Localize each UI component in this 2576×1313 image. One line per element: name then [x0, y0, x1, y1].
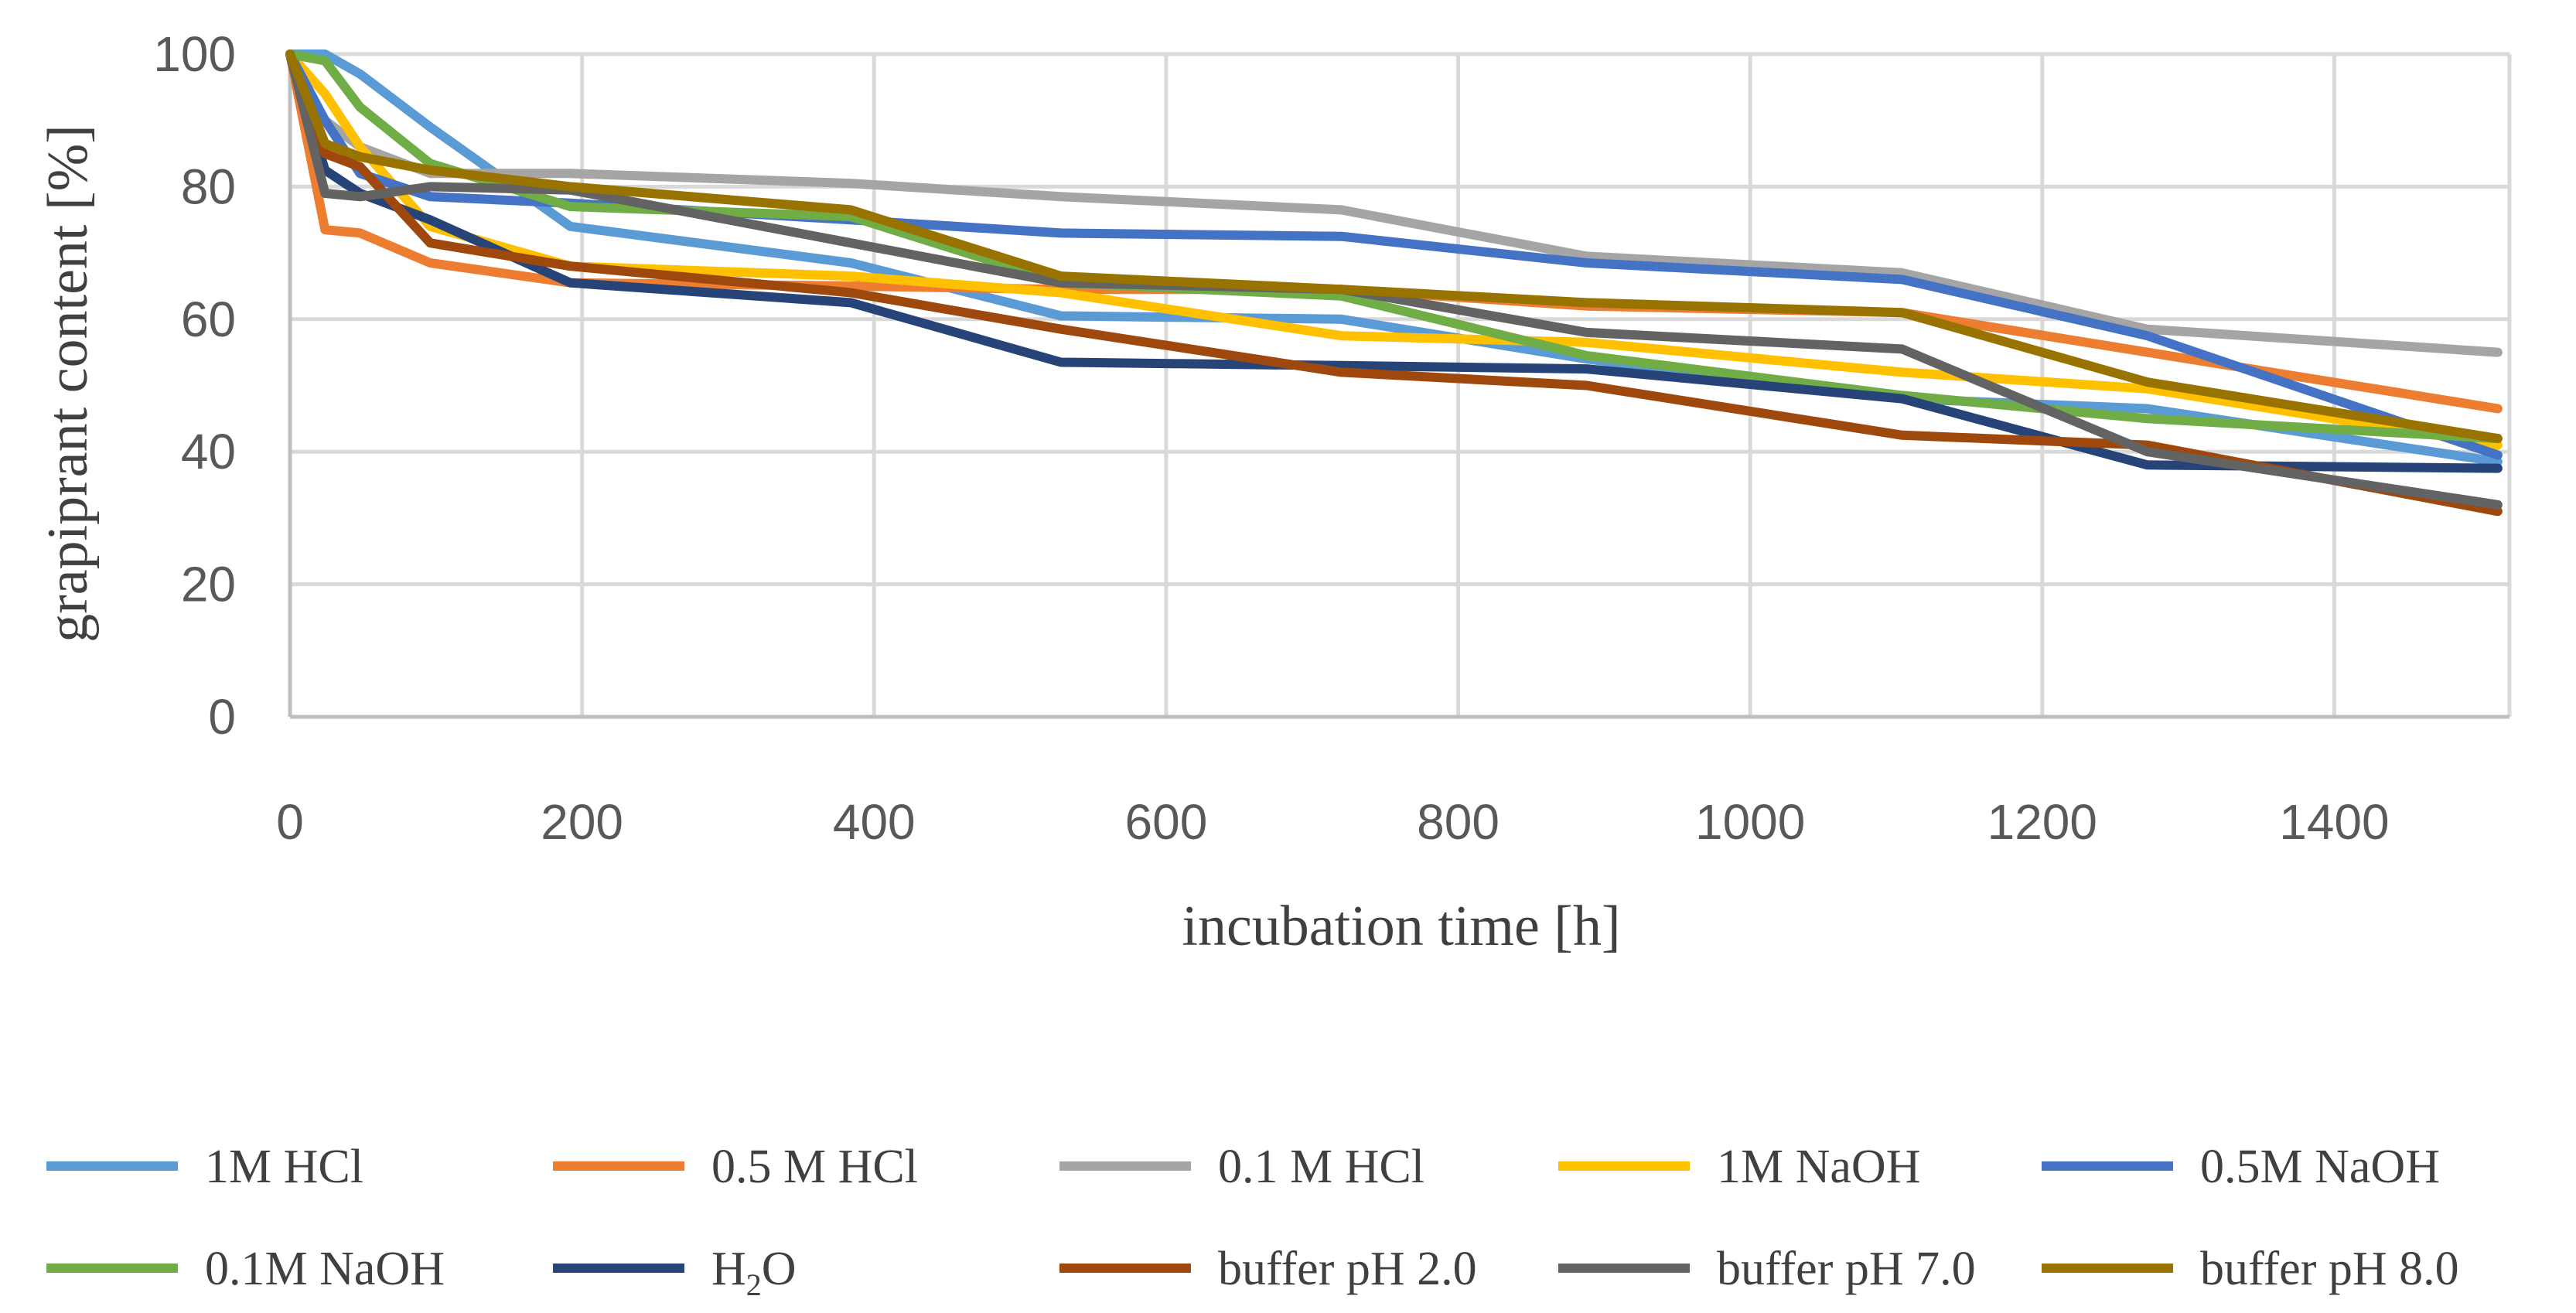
legend-item-1m-naoh: 1M NaOH — [1558, 1141, 1920, 1193]
legend-label: buffer pH 7.0 — [1717, 1243, 1976, 1295]
legend-label: 0.5 M HCl — [711, 1141, 918, 1193]
legend: 1M HCl 0.5 M HCl 0.1 M HCl 1M NaOH 0.5M NaOH… — [46, 1141, 2459, 1302]
legend-item-buffer-ph-7-0: buffer pH 7.0 — [1558, 1243, 1976, 1295]
gridlines — [290, 52, 2512, 717]
legend-item-0-1m-naoh: 0.1M NaOH — [46, 1243, 445, 1295]
x-tick-label: 200 — [541, 794, 623, 850]
legend-item-0-5m-naoh: 0.5M NaOH — [2042, 1141, 2440, 1193]
legend-label-main: 1M NaOH — [1717, 1141, 1920, 1193]
series-lines — [285, 49, 2503, 517]
y-tick-label: 100 — [153, 26, 236, 82]
series-line-buffer-ph-2-0 — [285, 49, 2503, 517]
y-tick-label: 20 — [181, 557, 236, 612]
x-tick-label: 0 — [276, 794, 304, 850]
x-tick-label: 1200 — [1987, 794, 2097, 850]
legend-label-main: buffer pH 7.0 — [1717, 1243, 1976, 1295]
x-tick-label: 1400 — [2279, 794, 2389, 850]
legend-label-main: 0.1 M HCl — [1218, 1141, 1424, 1193]
x-tick-label: 600 — [1125, 794, 1208, 850]
y-axis-title: grapiprant content [%] — [36, 124, 100, 643]
series-line-1m-naoh — [285, 49, 2503, 450]
legend-label-main: 0.5 M HCl — [711, 1141, 918, 1193]
legend-label: 1M NaOH — [1717, 1141, 1920, 1193]
legend-label: 0.1M NaOH — [205, 1243, 445, 1295]
legend-label-main: H — [711, 1243, 746, 1295]
legend-item-h2o: H2O — [553, 1243, 797, 1302]
legend-item-1m-hcl: 1M HCl — [46, 1141, 363, 1193]
legend-label-main: 0.5M NaOH — [2200, 1141, 2440, 1193]
x-tick-label: 800 — [1417, 794, 1500, 850]
legend-label: H2O — [711, 1243, 797, 1302]
series-line-h2o — [285, 49, 2503, 473]
legend-label: buffer pH 2.0 — [1218, 1243, 1477, 1295]
y-tick-label: 40 — [181, 424, 236, 479]
axes — [288, 54, 2509, 719]
legend-label-main: buffer pH 2.0 — [1218, 1243, 1477, 1295]
x-tick-label: 400 — [833, 794, 916, 850]
x-axis-title: incubation time [h] — [1182, 895, 1620, 958]
series-line-0-1m-naoh — [285, 49, 2503, 444]
legend-label-main: 1M HCl — [205, 1141, 363, 1193]
legend-label: 1M HCl — [205, 1141, 363, 1193]
legend-item-buffer-ph-8-0: buffer pH 8.0 — [2042, 1243, 2459, 1295]
legend-label-subscript: 2 — [746, 1267, 762, 1302]
legend-label: 0.5M NaOH — [2200, 1141, 2440, 1193]
series-line-buffer-ph-7-0 — [285, 49, 2503, 510]
y-tick-label: 60 — [181, 292, 236, 347]
x-tick-label: 1000 — [1695, 794, 1805, 850]
legend-label-main: buffer pH 8.0 — [2200, 1243, 2459, 1295]
legend-item-0-1-m-hcl: 0.1 M HCl — [1059, 1141, 1424, 1193]
legend-label-tail: O — [762, 1243, 797, 1295]
legend-label: 0.1 M HCl — [1218, 1141, 1424, 1193]
series-line-buffer-ph-8-0 — [285, 49, 2503, 444]
legend-label-main: 0.1M NaOH — [205, 1243, 445, 1295]
y-tick-label: 80 — [181, 159, 236, 214]
legend-item-0-5-m-hcl: 0.5 M HCl — [553, 1141, 918, 1193]
legend-label: buffer pH 8.0 — [2200, 1243, 2459, 1295]
legend-item-buffer-ph-2-0: buffer pH 2.0 — [1059, 1243, 1477, 1295]
y-tick-label: 0 — [208, 689, 236, 745]
series-line-1m-hcl — [285, 49, 2503, 467]
